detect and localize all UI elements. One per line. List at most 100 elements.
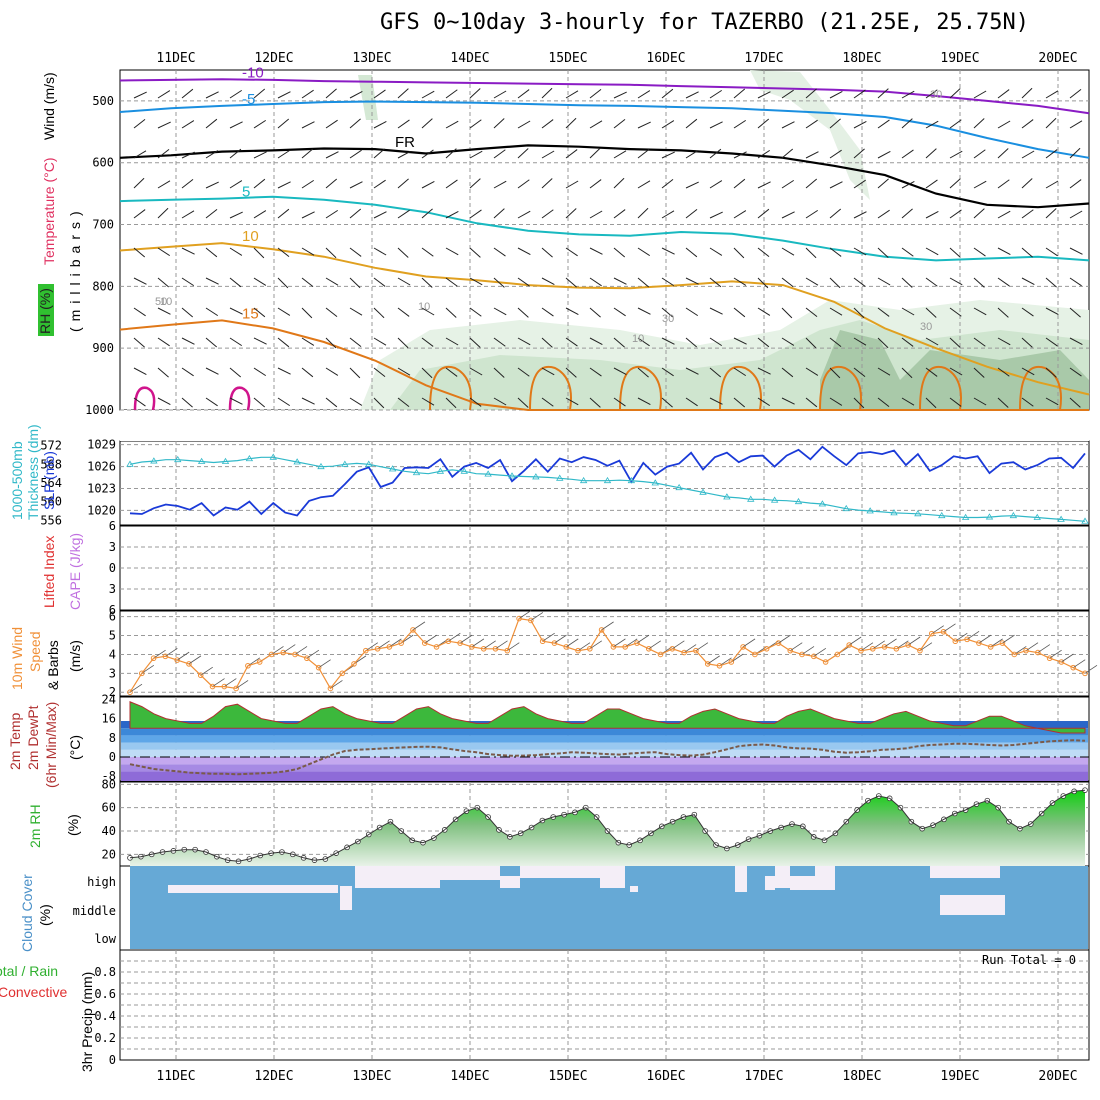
temp-contour--10	[119, 78, 1090, 115]
wind-tick-6: 6	[109, 610, 116, 624]
temp-band	[121, 757, 1088, 765]
wind-barb	[637, 397, 651, 406]
wind-barb	[901, 118, 913, 129]
wind-barb	[925, 397, 937, 409]
wind-barb	[877, 247, 889, 258]
wind-point	[775, 640, 782, 646]
wind-barb	[589, 247, 603, 255]
date-label-top-20DEC: 20DEC	[1038, 51, 1077, 66]
wind-tick-2: 2	[109, 685, 116, 699]
wind-barb	[445, 210, 459, 219]
wind-point	[410, 627, 416, 633]
wind-barb	[517, 277, 530, 287]
wind-barb	[205, 118, 218, 129]
upper-tick-900: 900	[92, 341, 114, 355]
wind-barb	[853, 277, 866, 287]
wind-barb	[877, 397, 890, 408]
wind-barb	[277, 118, 290, 129]
wind-barb	[445, 397, 457, 409]
wind-barb	[709, 180, 723, 189]
wind-barb	[565, 307, 579, 316]
wind-barb-10m	[530, 612, 544, 621]
wind-barb	[469, 178, 481, 189]
wind-point	[245, 662, 251, 669]
wind-point	[763, 645, 770, 652]
wind-barb-10m	[554, 634, 567, 644]
wind-barb	[541, 119, 554, 129]
wind-barb	[997, 120, 1011, 129]
wind-point	[846, 642, 852, 648]
wind-barb	[205, 150, 219, 159]
wind-barb-10m	[1084, 665, 1098, 674]
wind-barb	[661, 210, 675, 219]
wind-barb	[325, 151, 339, 159]
wind-barb	[445, 179, 458, 189]
wind-barb	[277, 149, 291, 159]
wind-barb	[133, 277, 147, 285]
wind-barb	[349, 367, 361, 379]
wind-barb	[565, 180, 579, 189]
wind-barb-10m	[896, 640, 909, 650]
wind-barb	[253, 151, 267, 159]
wind-barb	[373, 277, 386, 287]
wind-barb	[685, 277, 699, 285]
wind-barb	[757, 397, 771, 407]
wind-barb	[613, 91, 627, 99]
label-total-rain: Total / Rain	[0, 963, 58, 979]
wind-barb	[133, 209, 146, 219]
rh-label-6: 50	[155, 296, 167, 308]
wind-point	[669, 645, 676, 652]
wind-barb	[541, 87, 553, 99]
wind-barb	[541, 209, 554, 219]
date-label-bottom-19DEC: 19DEC	[940, 1069, 979, 1084]
wind-barb	[973, 180, 987, 189]
temp-band	[121, 728, 1088, 736]
wind-barb	[733, 119, 747, 129]
wind-point	[398, 640, 404, 646]
wind-barb	[781, 247, 795, 256]
wind-barb	[349, 90, 363, 99]
series-thickness-dm-	[129, 456, 1086, 522]
wind-barb-10m	[424, 634, 437, 644]
wind-barb	[733, 178, 746, 189]
wind-barb	[589, 88, 602, 99]
wind-barb-10m	[1049, 649, 1062, 659]
precip-tick-0.2: 0.2	[94, 1031, 116, 1045]
wind-barb	[925, 89, 938, 99]
wind-barb	[637, 148, 650, 159]
wind-barb	[1069, 179, 1082, 189]
wind-barb-10m	[200, 666, 213, 676]
wind-barb	[757, 91, 771, 99]
wind-barb	[181, 178, 194, 189]
wind-barb	[901, 397, 915, 406]
wind-barb	[565, 277, 577, 288]
wind-barb	[661, 277, 675, 287]
wind-barb	[1021, 119, 1034, 129]
wind-barb	[157, 121, 171, 129]
wind-barb	[493, 247, 506, 257]
wind-barb	[997, 307, 1009, 318]
temp-2m-panel	[120, 701, 1089, 781]
rh-label-0: 10	[160, 296, 172, 308]
wind-barb	[517, 120, 531, 129]
wind-barb	[757, 367, 771, 375]
wind-barb	[373, 148, 385, 159]
label-slp: SLP (mb)	[41, 451, 57, 510]
wind-barb	[133, 247, 146, 258]
wind-barb-10m	[271, 646, 284, 655]
wind-barb	[829, 118, 841, 129]
wind-point	[1058, 659, 1065, 665]
slp-tick-1020: 1020	[87, 503, 116, 517]
wind-barb	[493, 149, 506, 159]
date-label-top-17DEC: 17DEC	[744, 51, 783, 66]
wind-barb	[925, 179, 938, 189]
rh-tick-60: 60	[102, 801, 116, 815]
wind-point	[1046, 655, 1053, 662]
wind-barb	[853, 307, 865, 319]
wind-barb	[589, 147, 601, 159]
wind-barb	[901, 247, 914, 257]
cloud-gap	[735, 866, 747, 892]
rh-shade-col	[358, 75, 378, 120]
wind-barb	[301, 247, 315, 256]
date-label-bottom-20DEC: 20DEC	[1038, 1069, 1077, 1084]
